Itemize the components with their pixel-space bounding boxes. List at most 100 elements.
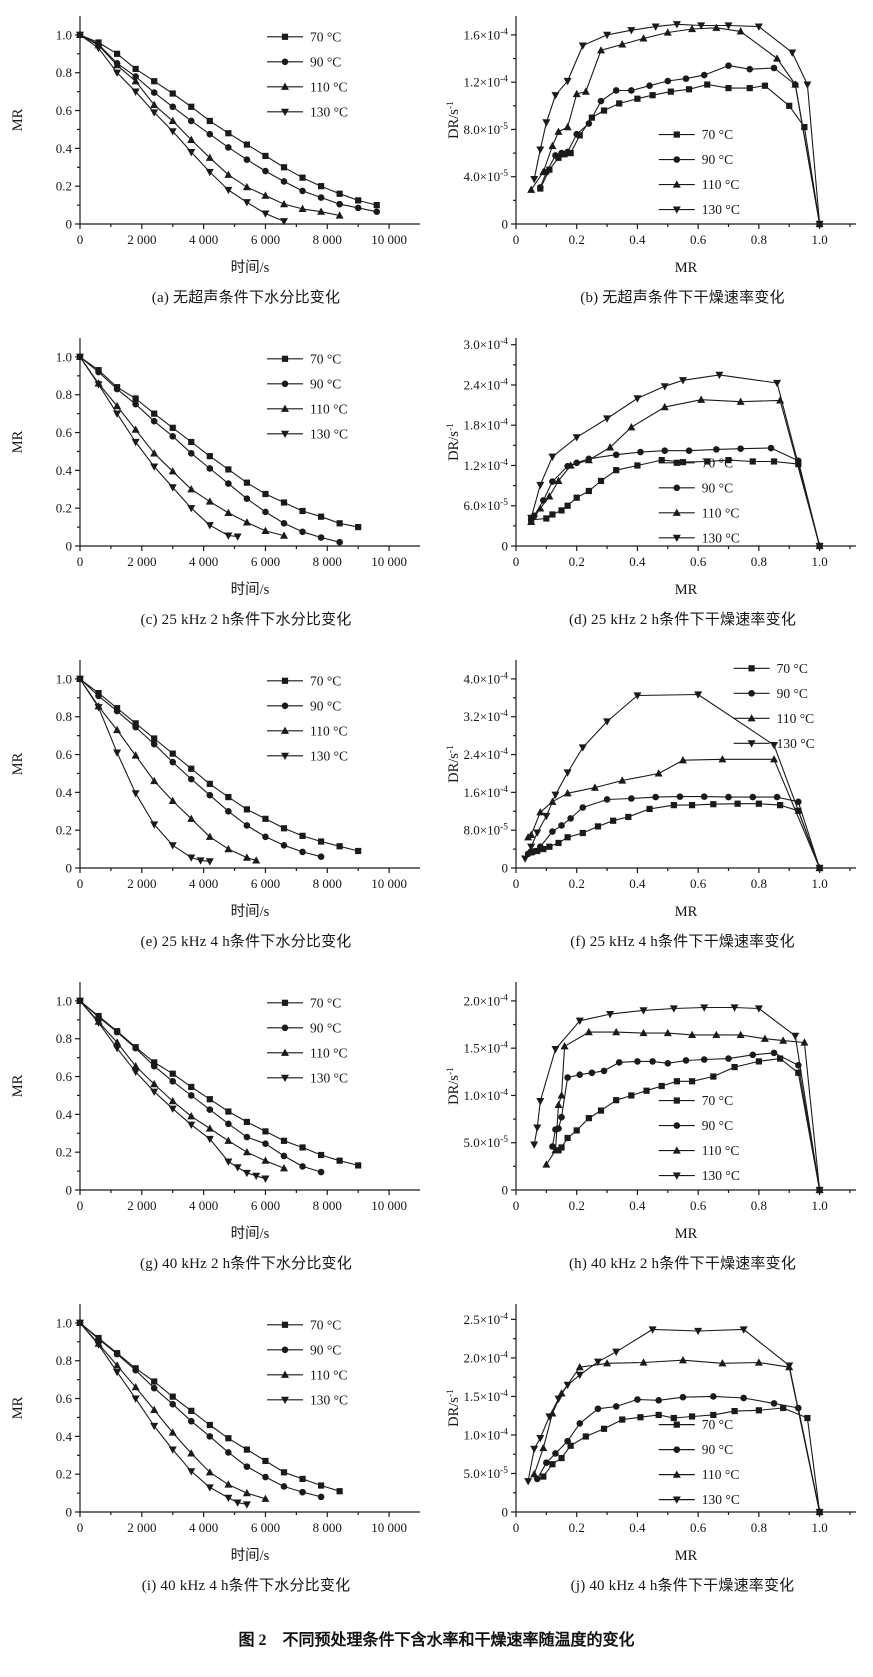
chart-d-dr-vs-mr: 0 0.2 0.4 0.6 0.8 1.0 0 6.0×10-5 1.2×10-4 1.8×10-… [446,337,856,598]
chart-j-dr-vs-mr: 0 0.2 0.4 0.6 0.8 1.0 0 5.0×10-5 1.0×10-4 1.5×10-… [446,1304,856,1564]
svg-text:90 °C: 90 °C [702,1442,733,1457]
svg-text:70 °C: 70 °C [310,29,341,44]
svg-text:6 000: 6 000 [251,232,280,247]
svg-text:0: 0 [66,217,73,232]
svg-text:DR/s-1: DR/s-1 [446,745,462,783]
svg-text:90 °C: 90 °C [777,686,808,701]
svg-text:10 000: 10 000 [371,876,407,891]
svg-text:2.4×10-4: 2.4×10-4 [463,377,508,392]
svg-text:0.2: 0.2 [56,501,72,516]
svg-text:8 000: 8 000 [313,232,342,247]
svg-text:DR/s-1: DR/s-1 [446,101,462,139]
svg-text:1.0: 1.0 [811,554,827,569]
svg-text:0.4: 0.4 [56,463,73,478]
svg-text:6 000: 6 000 [251,1520,280,1535]
svg-text:0.2: 0.2 [569,876,585,891]
svg-text:10 000: 10 000 [371,232,407,247]
svg-text:1.2×10-4: 1.2×10-4 [463,75,508,90]
svg-text:MR: MR [675,1226,698,1242]
svg-text:0.8: 0.8 [56,709,72,724]
svg-text:8.0×10-5: 8.0×10-5 [463,823,508,838]
svg-text:MR: MR [675,904,698,920]
subplot-g-caption: (g) 40 kHz 2 h条件下水分比变化 [140,1256,352,1272]
svg-text:1.6×10-4: 1.6×10-4 [463,27,508,42]
chart-h-dr-vs-mr: 0 0.2 0.4 0.6 0.8 1.0 0 5.0×10-5 1.0×10-4 1.5×10-… [446,982,856,1242]
svg-text:时间/s: 时间/s [231,259,270,276]
subplot-grid: 0 2 000 4 000 6 000 8 000 10 000 0 0.2 0.4 0.6 0.8… [0,6,873,1616]
svg-text:70 °C: 70 °C [702,1417,733,1432]
svg-text:0.6: 0.6 [690,1198,707,1213]
svg-text:110 °C: 110 °C [702,177,740,192]
chart-i-mr-vs-time: 0 2 000 4 000 6 000 8 000 10 000 0 0.2 0.4 0.6 0.8… [10,1304,420,1564]
svg-text:90 °C: 90 °C [310,376,341,391]
svg-text:6 000: 6 000 [251,876,280,891]
subplot-i: 0 2 000 4 000 6 000 8 000 10 000 0 0.2 0.4 0.6 0.8… [0,1294,436,1616]
svg-text:1.0: 1.0 [56,27,72,42]
svg-text:0.2: 0.2 [569,554,585,569]
svg-text:时间/s: 时间/s [231,1547,270,1564]
subplot-b: 0 0.2 0.4 0.6 0.8 1.0 0 4.0×10-5 8.0×10-5 1.2×10-… [436,6,873,328]
subplot-h: 0 0.2 0.4 0.6 0.8 1.0 0 5.0×10-5 1.0×10-4 1.5×10-… [436,972,873,1294]
svg-text:1.0: 1.0 [56,1315,72,1330]
svg-text:0: 0 [66,1183,73,1198]
svg-text:8 000: 8 000 [313,1520,342,1535]
svg-text:90 °C: 90 °C [702,1118,733,1133]
svg-text:1.0: 1.0 [56,671,72,686]
chart-a-mr-vs-time: 0 2 000 4 000 6 000 8 000 10 000 0 0.2 0.4 0.6 0.8… [10,16,420,276]
svg-text:MR: MR [675,1548,698,1564]
svg-text:70 °C: 70 °C [310,351,341,366]
svg-text:0: 0 [66,539,73,554]
svg-text:MR: MR [675,260,698,276]
svg-text:0: 0 [513,232,520,247]
subplot-f-caption: (f) 25 kHz 4 h条件下干燥速率变化 [570,934,795,950]
svg-text:0: 0 [502,1183,509,1198]
svg-text:0.2: 0.2 [56,1467,72,1482]
svg-text:2.4×10-4: 2.4×10-4 [463,747,508,762]
svg-text:5.0×10-5: 5.0×10-5 [463,1466,508,1481]
svg-text:4 000: 4 000 [189,554,218,569]
svg-text:1.5×10-4: 1.5×10-4 [463,1389,508,1404]
svg-text:1.0: 1.0 [811,1520,827,1535]
svg-text:0.8: 0.8 [56,1353,72,1368]
svg-text:时间/s: 时间/s [231,903,270,920]
svg-text:时间/s: 时间/s [231,1225,270,1242]
svg-text:110 °C: 110 °C [777,711,815,726]
svg-text:110 °C: 110 °C [702,1143,740,1158]
svg-text:70 °C: 70 °C [310,995,341,1010]
svg-text:70 °C: 70 °C [702,1093,733,1108]
svg-text:0.4: 0.4 [629,232,646,247]
svg-text:110 °C: 110 °C [310,79,348,94]
svg-text:130 °C: 130 °C [702,1492,740,1507]
svg-text:10 000: 10 000 [371,554,407,569]
svg-text:110 °C: 110 °C [310,401,348,416]
svg-text:MR: MR [10,108,26,131]
svg-text:MR: MR [10,752,26,775]
svg-text:DR/s-1: DR/s-1 [446,423,462,461]
subplot-c: 0 2 000 4 000 6 000 8 000 10 000 0 0.2 0.4 0.6 0.8… [0,328,436,650]
svg-text:0: 0 [77,232,84,247]
subplot-d: 0 0.2 0.4 0.6 0.8 1.0 0 6.0×10-5 1.2×10-4 1.8×10-… [436,328,873,650]
svg-text:0.2: 0.2 [569,1198,585,1213]
svg-text:110 °C: 110 °C [702,505,740,520]
svg-text:时间/s: 时间/s [231,581,270,598]
svg-text:8 000: 8 000 [313,554,342,569]
svg-text:0: 0 [66,861,73,876]
svg-text:0.6: 0.6 [56,1069,73,1084]
svg-text:10 000: 10 000 [371,1520,407,1535]
svg-text:2.0×10-4: 2.0×10-4 [463,1350,508,1365]
svg-text:0.8: 0.8 [751,554,767,569]
svg-text:1.0: 1.0 [56,993,72,1008]
svg-text:0.2: 0.2 [569,232,585,247]
svg-text:0.6: 0.6 [56,1391,73,1406]
svg-text:0: 0 [77,554,84,569]
svg-text:2.0×10-4: 2.0×10-4 [463,993,508,1008]
subplot-g: 0 2 000 4 000 6 000 8 000 10 000 0 0.2 0.4 0.6 0.8… [0,972,436,1294]
svg-text:0: 0 [77,1520,84,1535]
figure-title: 图 2 不同预处理条件下含水率和干燥速率随温度的变化 [238,1632,635,1649]
svg-text:1.0×10-4: 1.0×10-4 [463,1088,508,1103]
svg-text:130 °C: 130 °C [310,748,348,763]
subplot-j-caption: (j) 40 kHz 4 h条件下干燥速率变化 [570,1578,795,1594]
svg-text:3.2×10-4: 3.2×10-4 [463,709,508,724]
svg-text:5.0×10-5: 5.0×10-5 [463,1135,508,1150]
